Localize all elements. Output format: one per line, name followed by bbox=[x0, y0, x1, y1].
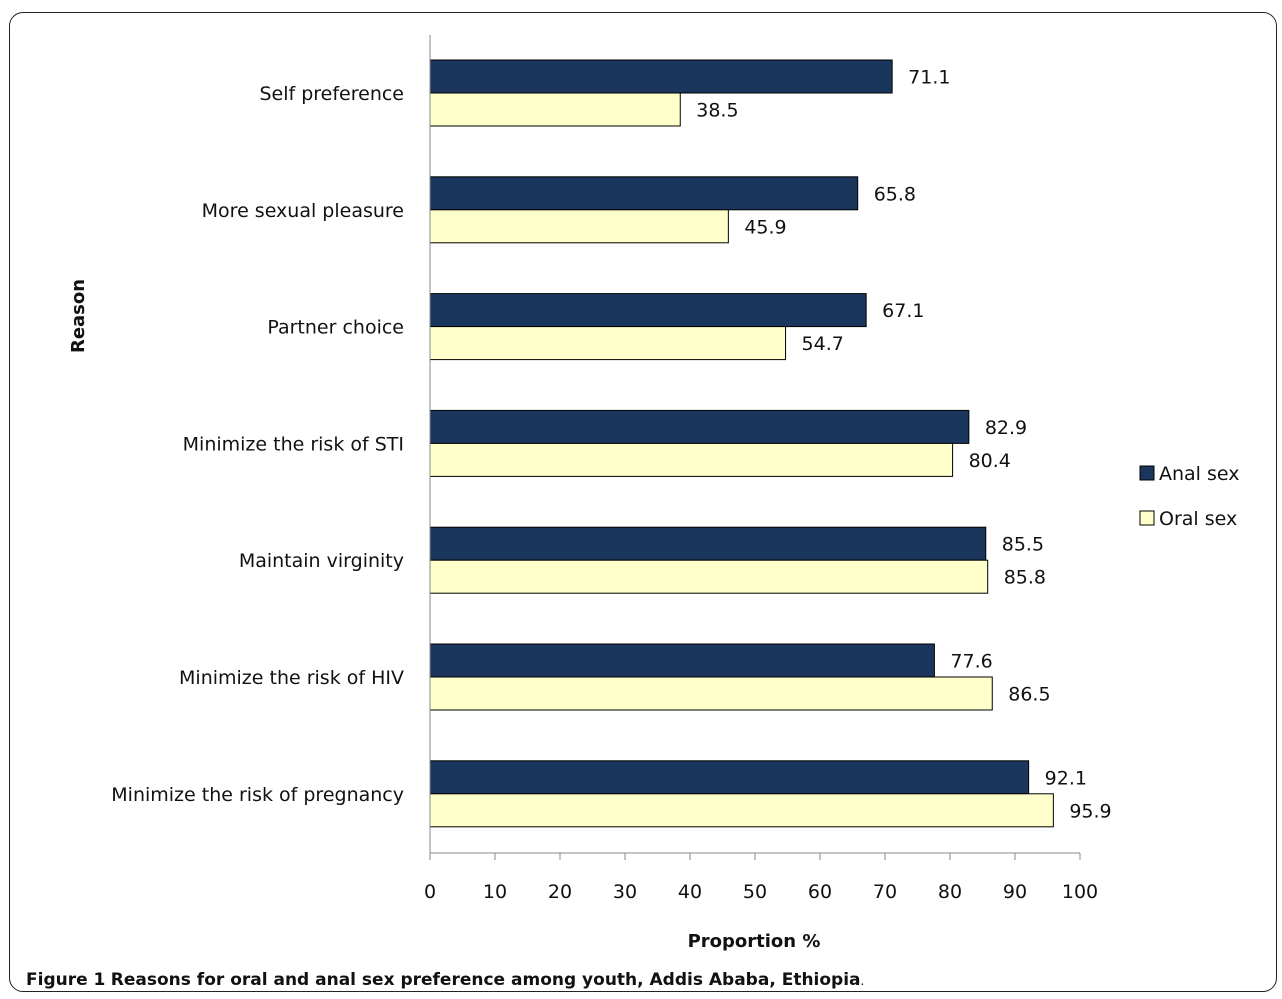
legend-label: Anal sex bbox=[1159, 463, 1240, 485]
x-axis-label: Proportion % bbox=[688, 931, 821, 952]
bar-value-label: 45.9 bbox=[744, 216, 786, 238]
x-tick-label: 0 bbox=[424, 881, 436, 903]
x-axis: 0 10 20 30 40 50 60 70 80 90 100 bbox=[424, 35, 1098, 903]
bar-value-label: 67.1 bbox=[882, 300, 924, 322]
value-labels-group: 71.1 38.5 65.8 45.9 67.1 54.7 82.9 80.4 85.5 85.8… bbox=[696, 67, 1111, 823]
category-label: Minimize the risk of HIV bbox=[179, 667, 404, 689]
x-tick-label: 30 bbox=[613, 881, 637, 903]
x-tick-label: 50 bbox=[743, 881, 767, 903]
bar-value-label: 85.5 bbox=[1002, 534, 1044, 556]
bar bbox=[429, 760, 1030, 795]
bars-group bbox=[429, 59, 1054, 828]
bar-value-label: 71.1 bbox=[908, 67, 950, 89]
bar bbox=[429, 326, 787, 361]
bar bbox=[429, 59, 893, 94]
x-tick-label: 40 bbox=[678, 881, 702, 903]
x-tick-label: 10 bbox=[483, 881, 507, 903]
bar bbox=[429, 409, 970, 444]
category-label: Self preference bbox=[259, 83, 404, 105]
category-label: Maintain virginity bbox=[239, 550, 404, 572]
category-label: Partner choice bbox=[267, 317, 404, 339]
legend-label: Oral sex bbox=[1159, 508, 1237, 530]
x-tick-label: 20 bbox=[548, 881, 572, 903]
bar-value-label: 77.6 bbox=[950, 651, 992, 673]
bar-value-label: 65.8 bbox=[874, 183, 916, 205]
category-label: More sexual pleasure bbox=[202, 200, 404, 222]
y-axis-label: Reason bbox=[68, 279, 89, 353]
bar-value-label: 38.5 bbox=[696, 100, 738, 122]
bar bbox=[429, 643, 935, 678]
bar-value-label: 85.8 bbox=[1004, 567, 1046, 589]
caption-period: . bbox=[860, 974, 865, 988]
bar bbox=[429, 176, 859, 211]
bar-value-label: 92.1 bbox=[1045, 767, 1087, 789]
bar bbox=[429, 293, 867, 328]
legend: Anal sex Oral sex bbox=[1139, 463, 1240, 530]
bar bbox=[429, 559, 989, 594]
category-labels-group: Self preference More sexual pleasure Partn… bbox=[111, 83, 404, 806]
x-tick-label: 60 bbox=[808, 881, 832, 903]
caption-label: Figure 1 bbox=[26, 970, 106, 990]
bar bbox=[429, 92, 681, 127]
bar-chart: 71.1 38.5 65.8 45.9 67.1 54.7 82.9 80.4 85.5 85.8… bbox=[68, 35, 1240, 952]
bar-value-label: 86.5 bbox=[1008, 684, 1050, 706]
bar-value-label: 95.9 bbox=[1069, 800, 1111, 822]
bar bbox=[429, 676, 993, 711]
x-tick-label: 70 bbox=[873, 881, 897, 903]
bar bbox=[429, 442, 954, 477]
bar bbox=[429, 209, 729, 244]
legend-swatch bbox=[1139, 465, 1155, 481]
x-tick-label: 100 bbox=[1062, 881, 1098, 903]
bar bbox=[429, 526, 987, 561]
figure-caption: Figure 1 Reasons for oral and anal sex p… bbox=[26, 970, 864, 990]
x-tick-label: 80 bbox=[938, 881, 962, 903]
legend-swatch bbox=[1139, 510, 1155, 526]
caption-text: Reasons for oral and anal sex preference… bbox=[110, 970, 861, 990]
bar bbox=[429, 793, 1054, 828]
x-tick-label: 90 bbox=[1003, 881, 1027, 903]
bar-value-label: 54.7 bbox=[802, 333, 844, 355]
figure-frame bbox=[9, 12, 1277, 992]
category-label: Minimize the risk of pregnancy bbox=[111, 784, 404, 806]
category-label: Minimize the risk of STI bbox=[183, 433, 404, 455]
bar-value-label: 82.9 bbox=[985, 417, 1027, 439]
bar-value-label: 80.4 bbox=[969, 450, 1011, 472]
